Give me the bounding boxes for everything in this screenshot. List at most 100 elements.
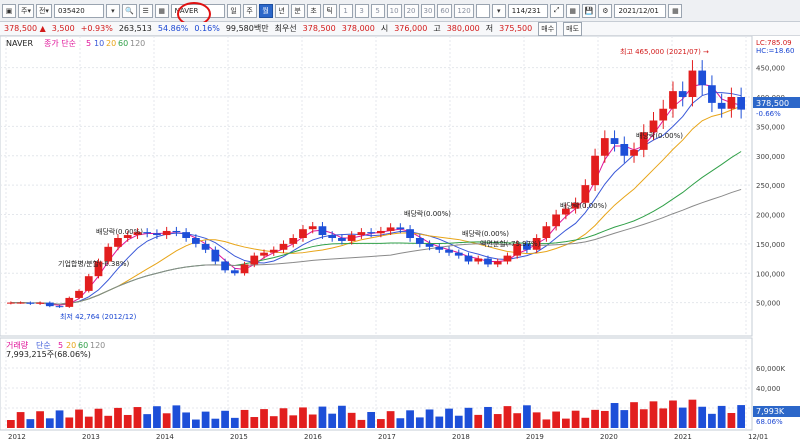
volume-bar: [357, 419, 366, 428]
settings-icon[interactable]: ⚙: [598, 3, 613, 18]
all-dropdown[interactable]: 전▾: [35, 3, 52, 18]
search-icon[interactable]: 🔍: [121, 3, 137, 18]
volume-bar: [289, 415, 298, 428]
candle-body: [230, 270, 239, 274]
dropdown-arrow-icon[interactable]: ▾: [105, 3, 120, 18]
price-tick-label: 350,000: [756, 123, 785, 131]
volume-bar: [45, 418, 54, 428]
bid-price: 378,000: [341, 24, 375, 33]
candle-body: [182, 232, 190, 238]
period-dropdown[interactable]: 주▾: [18, 3, 34, 18]
candle-body: [75, 290, 83, 298]
tab-year[interactable]: 년: [274, 3, 289, 18]
minute-option-1[interactable]: 1: [338, 3, 353, 18]
volume-bar: [123, 414, 132, 428]
date-input[interactable]: 2021/12/01: [614, 3, 667, 18]
time-axis: 2012 2013 2014 2015 2016 2017 2018 2019 2020 2021…: [8, 433, 768, 441]
candle-body: [338, 238, 346, 241]
calendar-icon[interactable]: ▦: [668, 3, 683, 18]
year-tick-label: 2016: [304, 433, 322, 441]
tab-week[interactable]: 주: [242, 3, 257, 18]
candle-body: [503, 255, 512, 262]
custom-period-input[interactable]: [475, 3, 490, 18]
candle-body: [367, 232, 375, 234]
stock-code-input[interactable]: 035420: [53, 3, 104, 18]
tab-day[interactable]: 일: [226, 3, 241, 18]
current-volume-tag: [753, 406, 800, 417]
candle-body: [279, 243, 288, 250]
window-icon[interactable]: ▣: [2, 3, 16, 18]
year-tick-label: 2019: [526, 433, 544, 441]
volume-bar: [55, 410, 64, 428]
tab-month[interactable]: 월: [258, 3, 273, 18]
year-tick-label: 2017: [378, 433, 396, 441]
year-tick-label: 12/01: [748, 433, 768, 441]
buy-button[interactable]: 매수: [538, 21, 558, 36]
candle-body: [445, 249, 453, 253]
volume-bar: [269, 416, 278, 428]
volume-bar: [114, 407, 122, 428]
candle-body: [260, 252, 268, 256]
price-tick-label: 100,000: [756, 270, 785, 278]
volume-bar: [318, 406, 327, 428]
candle-body: [542, 226, 551, 238]
lc-label: LC:785.09: [756, 39, 792, 47]
volume-bar: [727, 412, 736, 428]
favorite-icon[interactable]: ▦: [154, 3, 169, 18]
zoom-icon[interactable]: ⤢: [549, 3, 564, 18]
volume-bar: [250, 417, 259, 428]
candle-body: [211, 249, 220, 262]
sell-button[interactable]: 매도: [563, 21, 583, 36]
minute-option-10[interactable]: 10: [386, 3, 402, 18]
grid-lines: [0, 36, 752, 430]
tab-minute[interactable]: 분: [290, 3, 305, 18]
minute-option-60[interactable]: 60: [437, 3, 453, 18]
volume-bar: [133, 407, 142, 428]
tab-second[interactable]: 초: [306, 3, 321, 18]
year-tick-label: 2015: [230, 433, 248, 441]
candle-body: [269, 249, 278, 253]
list-icon[interactable]: ☰: [138, 3, 153, 18]
candle-body: [94, 261, 103, 277]
tab-tick[interactable]: 틱: [322, 3, 337, 18]
legend-stock-name: NAVER: [6, 39, 33, 48]
best-price-label: 최우선: [274, 24, 297, 33]
year-tick-label: 2012: [8, 433, 26, 441]
candle-body: [308, 226, 317, 230]
candle-body: [55, 306, 64, 308]
volume-legend-ma: 단순: [36, 340, 51, 350]
volume-bar: [659, 408, 668, 428]
chart-svg[interactable]: 50,000 100,000 150,000 200,000 250,000 300,00…: [0, 35, 800, 442]
candle-body: [552, 214, 560, 227]
minute-option-120[interactable]: 120: [454, 3, 474, 18]
legend-ma5: 5: [86, 39, 91, 48]
volume-bar: [192, 419, 200, 428]
candle-body: [669, 91, 677, 109]
volume-bar: [16, 412, 25, 428]
candle-body: [221, 261, 229, 271]
volume-bar: [415, 417, 424, 428]
candle-body: [192, 238, 200, 244]
chart-area[interactable]: 50,000 100,000 150,000 200,000 250,000 300,00…: [0, 35, 800, 442]
dropdown-arrow-icon[interactable]: ▾: [491, 3, 506, 18]
candle-body: [396, 227, 405, 230]
legend-ma-close: 종가 단순: [44, 38, 76, 48]
minute-option-20[interactable]: 20: [403, 3, 419, 18]
grid-icon[interactable]: ▦: [565, 3, 580, 18]
price-tick-label: 250,000: [756, 182, 785, 190]
volume-bar: [94, 408, 103, 428]
candle-body: [513, 243, 522, 256]
current-price-tag-text: 378,500: [756, 99, 789, 108]
minute-option-3[interactable]: 3: [354, 3, 369, 18]
volume-bar: [435, 416, 444, 428]
change-value: 3,500: [51, 24, 75, 33]
save-icon[interactable]: 💾: [581, 3, 597, 18]
minute-option-5[interactable]: 5: [370, 3, 385, 18]
price-tick-label: 200,000: [756, 212, 785, 220]
minute-option-30[interactable]: 30: [420, 3, 436, 18]
volume-bar: [591, 409, 599, 428]
candle-body: [493, 261, 502, 265]
volume-bar: [279, 408, 288, 428]
candle-body: [153, 233, 161, 236]
volume-bar: [299, 407, 307, 428]
